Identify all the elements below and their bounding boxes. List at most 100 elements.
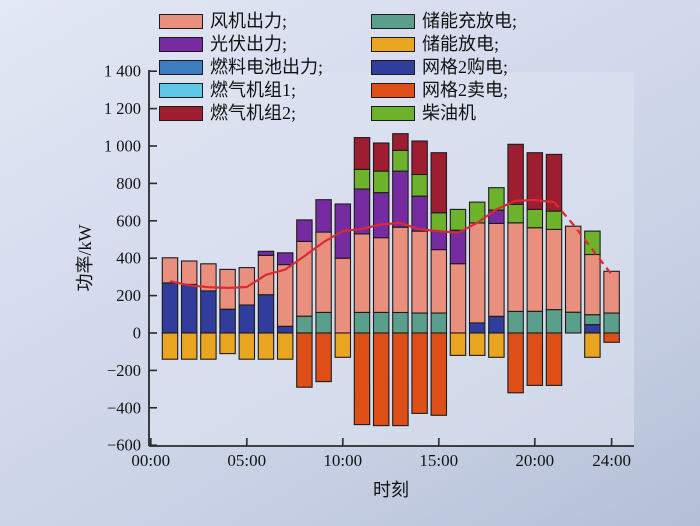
- y-tick-label: 200: [116, 286, 141, 305]
- y-axis-title: 功率/kW: [75, 224, 95, 292]
- x-tick-label: 20:00: [515, 451, 554, 470]
- bar-segment: [507, 332, 524, 394]
- bar-segment: [411, 140, 428, 176]
- bar-segment: [430, 312, 448, 334]
- x-tick-label: 00:00: [131, 451, 170, 470]
- bar-segment: [353, 311, 371, 334]
- bar-segment: [603, 312, 620, 334]
- legend-label: 燃气机组2;: [210, 103, 297, 123]
- legend-swatch: [371, 36, 415, 52]
- y-tick-label: 1 400: [104, 62, 141, 81]
- legend-swatch: [159, 36, 203, 52]
- bar-segment: [526, 310, 544, 334]
- legend-item: 燃气机组2;: [159, 103, 296, 123]
- bar-segment: [296, 315, 313, 334]
- legend-label: 柴油机: [422, 103, 476, 123]
- bar-segment: [564, 311, 582, 334]
- bar-segment: [372, 237, 390, 313]
- legend-item: 储能放电;: [371, 34, 499, 54]
- bar-segment: [180, 332, 198, 360]
- bar-segment: [353, 233, 371, 313]
- bar-segment: [526, 227, 544, 312]
- bar-segment: [296, 219, 313, 242]
- legend-swatch: [371, 13, 415, 29]
- legend-swatch: [371, 105, 415, 121]
- bar-segment: [526, 152, 544, 210]
- bar-segment: [219, 308, 236, 334]
- bar-segment: [161, 257, 179, 284]
- legend-label: 网格2购电;: [422, 57, 509, 77]
- bar-segment: [584, 324, 601, 334]
- legend-label: 储能放电;: [422, 34, 500, 54]
- y-tick-label: 400: [116, 249, 141, 268]
- bar-segment: [545, 228, 563, 311]
- bar-segment: [200, 263, 217, 292]
- bar-segment: [315, 231, 332, 313]
- bar-segment: [372, 332, 390, 427]
- legend-item: 风机出力;: [159, 11, 287, 31]
- bar-segment: [545, 153, 563, 212]
- bar-segment: [430, 152, 448, 214]
- bar-segment: [372, 142, 390, 172]
- legend-swatch: [159, 59, 203, 75]
- x-tick-label: 10:00: [323, 451, 362, 470]
- y-tick-label: −400: [107, 398, 141, 417]
- bar-segment: [392, 311, 409, 334]
- legend-swatch: [159, 82, 203, 98]
- bar-segment: [315, 311, 332, 334]
- bar-segment: [430, 230, 448, 251]
- bar-segment: [353, 168, 371, 190]
- legend-item: 燃气机组1;: [159, 80, 296, 100]
- bar-segment: [372, 192, 390, 239]
- legend-label: 光伏出力;: [210, 34, 288, 54]
- y-tick-label: 0: [133, 324, 141, 343]
- bar-segment: [411, 332, 428, 414]
- bar-segment: [276, 264, 294, 327]
- legend-label: 风机出力;: [210, 11, 288, 31]
- bar-segment: [411, 195, 428, 232]
- legend-label: 燃气机组1;: [210, 80, 297, 100]
- axes-group: 1 400 1 200 1 000 800 600 400 200 0 −200 −400 −600…: [104, 62, 634, 470]
- bar-segment: [411, 312, 428, 334]
- bar-segment: [545, 210, 563, 230]
- load-line-solid: [169, 198, 555, 289]
- y-tick-label: −200: [107, 361, 141, 380]
- legend-label: 燃料电池出力;: [210, 57, 324, 77]
- y-tick-label: −600: [107, 436, 141, 455]
- bar-segment: [353, 137, 371, 170]
- legend-item: 储能充放电;: [371, 11, 517, 31]
- bar-segment: [468, 332, 486, 356]
- bar-segment: [353, 332, 371, 426]
- bar-segment: [507, 222, 524, 312]
- bar-segment: [180, 283, 198, 334]
- y-tick-label: 1 200: [104, 99, 141, 118]
- bar-segment: [507, 143, 524, 205]
- bar-segment: [257, 250, 275, 256]
- legend-swatch: [371, 82, 415, 98]
- bar-segment: [449, 263, 467, 334]
- legend-item: 光伏出力;: [159, 34, 287, 54]
- bar-segment: [584, 314, 601, 326]
- bar-segment: [334, 257, 352, 334]
- bar-segment: [507, 203, 524, 224]
- bar-segment: [526, 332, 544, 386]
- bar-segment: [315, 332, 332, 383]
- legend-label: 储能充放电;: [422, 11, 518, 31]
- legend-item: 燃料电池出力;: [159, 57, 323, 77]
- bar-segment: [468, 322, 486, 334]
- bar-segment: [257, 332, 275, 360]
- bar-segment: [219, 332, 236, 355]
- legend-swatch: [159, 13, 203, 29]
- bar-segment: [161, 332, 179, 360]
- bars-group: [161, 133, 620, 427]
- bar-segment: [392, 332, 409, 427]
- bar-segment: [315, 199, 332, 233]
- bar-segment: [200, 290, 217, 334]
- y-tick-label: 800: [116, 174, 141, 193]
- bar-segment: [238, 304, 256, 334]
- bar-segment: [564, 225, 582, 313]
- x-tick-label: 15:00: [419, 451, 458, 470]
- bar-segment: [257, 294, 275, 334]
